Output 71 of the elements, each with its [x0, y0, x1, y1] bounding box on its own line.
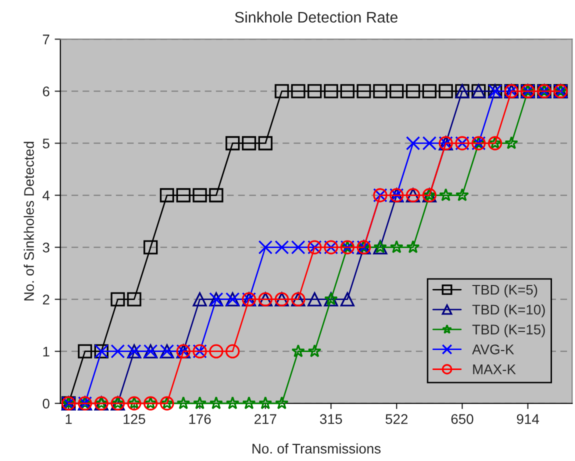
- y-tick-label: 7: [42, 34, 50, 44]
- point: [356, 84, 371, 98]
- point: [504, 136, 518, 150]
- legend-label: TBD (K=5): [472, 284, 538, 298]
- point: [274, 84, 289, 98]
- point: [242, 136, 256, 150]
- point: [110, 344, 125, 358]
- point: [324, 84, 338, 98]
- point: [455, 188, 470, 202]
- point: [406, 240, 420, 254]
- x-tick-label: 522: [386, 414, 408, 424]
- x-tick-label: 315: [320, 414, 342, 424]
- point: [406, 84, 420, 98]
- point: [390, 240, 404, 254]
- point: [274, 240, 289, 254]
- point: [192, 292, 207, 306]
- point: [226, 344, 240, 358]
- point: [78, 344, 92, 358]
- point: [258, 396, 272, 410]
- point: [176, 396, 190, 410]
- x-tick-label: 914: [516, 414, 540, 424]
- y-tick-label: 1: [43, 346, 50, 356]
- point: [308, 344, 322, 358]
- point: [308, 292, 322, 306]
- x-tick-label: 125: [124, 414, 146, 424]
- chart-title: Sinkhole Detection Rate: [234, 11, 398, 23]
- point: [258, 240, 272, 254]
- point: [226, 396, 240, 410]
- x-tick-label: 650: [451, 414, 474, 424]
- point: [242, 396, 256, 410]
- point: [192, 188, 207, 202]
- y-tick-label: 0: [42, 398, 50, 409]
- point: [291, 240, 306, 254]
- y-tick-label: 6: [42, 86, 50, 96]
- y-tick-label: 4: [42, 190, 50, 200]
- point: [275, 396, 289, 410]
- point: [422, 136, 437, 150]
- point: [373, 84, 388, 98]
- x-tick-label: 217: [254, 414, 276, 424]
- point: [160, 188, 174, 202]
- y-tick-label: 2: [42, 294, 50, 304]
- point: [226, 136, 240, 150]
- point: [291, 84, 306, 98]
- x-axis-title: No. of Transmissions: [252, 443, 381, 454]
- point: [127, 292, 142, 306]
- legend-label: MAX-K: [473, 364, 516, 374]
- point: [193, 396, 207, 410]
- point: [176, 188, 190, 202]
- point: [438, 84, 453, 98]
- point: [422, 84, 437, 98]
- point: [209, 396, 223, 410]
- point: [291, 344, 305, 358]
- point: [258, 136, 272, 150]
- point: [340, 292, 354, 306]
- legend-label: AVG-K: [472, 344, 514, 354]
- point: [390, 84, 404, 98]
- y-tick-label: 3: [42, 242, 50, 252]
- point: [110, 292, 125, 306]
- point: [144, 240, 158, 254]
- y-axis-title: No. of Sinkholes Detected: [24, 142, 34, 300]
- x-tick-label: 1: [66, 414, 72, 424]
- legend-label: TBD (K=10): [472, 304, 545, 318]
- point: [308, 84, 322, 98]
- legend-label: TBD (K=15): [472, 324, 545, 338]
- point: [439, 188, 453, 202]
- y-tick-label: 5: [42, 138, 50, 148]
- point: [209, 344, 224, 358]
- point: [406, 136, 420, 150]
- point: [340, 84, 354, 98]
- x-tick-label: 176: [189, 414, 211, 424]
- point: [209, 188, 224, 202]
